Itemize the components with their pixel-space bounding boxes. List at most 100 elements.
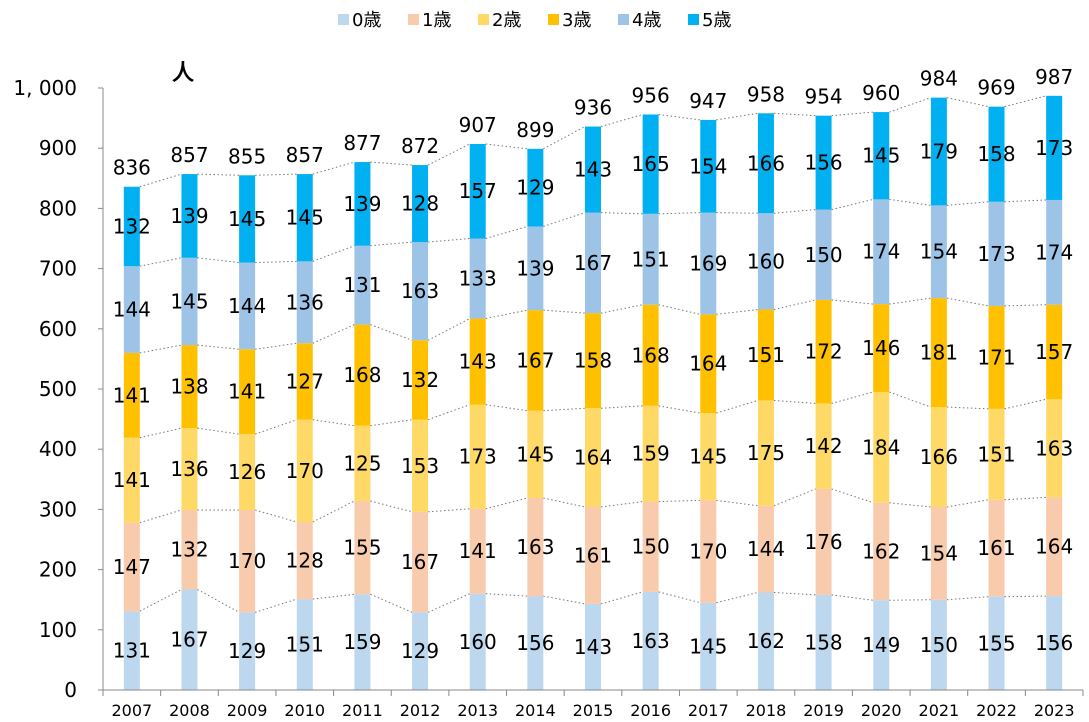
connector-line — [716, 309, 758, 315]
connector-line — [773, 591, 816, 596]
data-label: 149 — [862, 633, 900, 657]
bar-segment — [527, 596, 544, 690]
data-label: 151 — [286, 633, 324, 657]
data-label: 128 — [401, 192, 439, 216]
bar-segment — [527, 148, 544, 227]
bar-segment — [469, 143, 486, 239]
bar-segment — [1046, 95, 1063, 200]
data-label: 158 — [804, 630, 842, 654]
bar-segment — [527, 226, 544, 311]
bar-segment — [585, 408, 601, 507]
x-tick-label: 2015 — [573, 701, 614, 720]
connector-line — [831, 198, 874, 211]
connector-line — [600, 591, 643, 605]
data-label: 167 — [401, 550, 439, 574]
connector-line — [197, 257, 240, 264]
bar-segment — [930, 599, 947, 690]
data-label: 139 — [343, 192, 381, 216]
bar-segment — [123, 352, 140, 438]
y-tick-label: 700 — [39, 257, 77, 281]
bar-segment — [930, 205, 947, 299]
bar-segment — [988, 499, 1005, 597]
bar-segment — [642, 405, 659, 502]
connector-line — [1004, 398, 1047, 410]
data-label: 179 — [920, 140, 958, 164]
bar-segment — [585, 126, 601, 213]
series-connector-lines — [139, 95, 1047, 613]
connector-line — [889, 502, 931, 508]
data-label: 145 — [689, 634, 727, 658]
bar-segment — [815, 209, 832, 300]
connector-line — [428, 508, 470, 513]
data-label: 167 — [516, 348, 554, 372]
data-label: 129 — [401, 639, 439, 663]
bar-segment — [700, 602, 717, 690]
data-label: 142 — [804, 434, 842, 458]
total-label: 857 — [170, 143, 208, 167]
total-label: 956 — [632, 83, 670, 107]
bar-segment — [988, 408, 1005, 500]
bar-segment — [123, 437, 140, 523]
data-label: 128 — [286, 549, 324, 573]
data-label: 143 — [459, 350, 497, 374]
connector-line — [600, 212, 643, 215]
data-label: 138 — [170, 375, 208, 399]
total-label: 987 — [1035, 65, 1073, 89]
connector-line — [312, 593, 355, 600]
bar-segment — [354, 500, 371, 595]
connector-line — [370, 161, 413, 166]
connector-line — [312, 324, 355, 344]
connector-line — [946, 297, 989, 307]
data-label: 145 — [228, 207, 266, 231]
data-label: 139 — [516, 256, 554, 280]
connector-line — [543, 309, 586, 314]
connector-line — [600, 114, 643, 128]
bar-segment — [527, 497, 544, 597]
connector-line — [370, 593, 413, 613]
bar-segment — [873, 600, 890, 690]
data-label: 163 — [516, 535, 554, 559]
connector-line — [946, 97, 989, 108]
data-label: 164 — [689, 352, 727, 376]
bar-segment — [123, 611, 140, 690]
connector-line — [716, 591, 759, 604]
bars — [123, 95, 1063, 690]
total-label: 907 — [459, 113, 497, 137]
x-tick-label: 2016 — [630, 701, 671, 720]
connector-line — [773, 112, 816, 117]
bar-segment — [239, 262, 256, 350]
bar-segment — [757, 213, 774, 310]
data-label: 150 — [632, 535, 670, 559]
connector-line — [543, 595, 586, 605]
connector-line — [139, 257, 182, 267]
connector-line — [716, 212, 758, 214]
bar-segment — [988, 596, 1005, 690]
data-label: 156 — [516, 631, 554, 655]
connector-line — [1004, 199, 1047, 203]
legend-label: 3歳 — [562, 10, 591, 31]
data-label: 126 — [228, 460, 266, 484]
x-tick-label: 2020 — [861, 701, 902, 720]
bar-segment — [585, 603, 601, 690]
data-label: 162 — [747, 629, 785, 653]
bar-segment — [239, 434, 256, 511]
connector-line — [427, 593, 470, 613]
data-label: 158 — [574, 349, 612, 373]
y-tick-label: 500 — [39, 377, 77, 401]
connector-line — [485, 143, 528, 150]
connector-line — [658, 304, 701, 315]
connector-line — [254, 598, 297, 613]
data-label: 163 — [401, 279, 439, 303]
legend-swatch — [618, 14, 629, 25]
data-label: 156 — [1035, 631, 1073, 655]
bar-segment — [815, 299, 832, 404]
total-label: 855 — [228, 144, 266, 168]
data-label: 163 — [632, 629, 670, 653]
bar-segment — [700, 314, 717, 414]
data-label: 131 — [113, 639, 151, 663]
connector-line — [889, 198, 931, 206]
x-axis: 2007 2008 2009 2010 2011 2012 2013 2014 2015 2016… — [102, 689, 1084, 720]
bar-segment — [181, 428, 198, 511]
legend-label: 2歳 — [492, 10, 521, 31]
